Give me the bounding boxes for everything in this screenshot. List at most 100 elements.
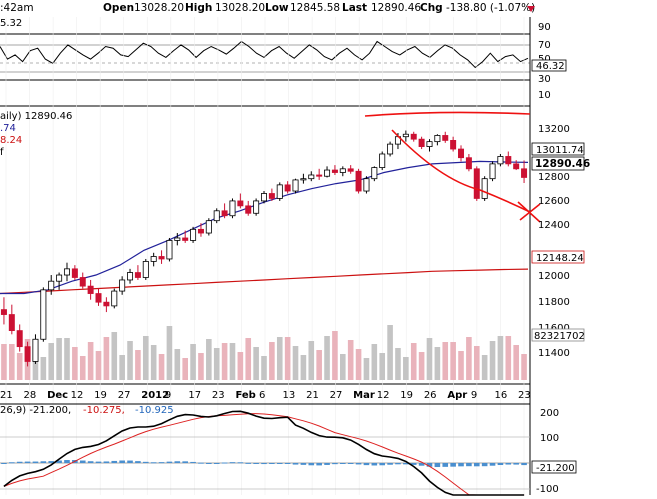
macd-hist-bar	[79, 460, 86, 463]
macd-tick: 200	[540, 408, 559, 419]
macd-hist-bar	[24, 461, 31, 463]
candle-body	[300, 178, 307, 181]
legend-ma50: .74	[0, 123, 16, 134]
legend-ma200: 8.24	[0, 135, 22, 146]
macd-tag-text: -21.200	[536, 463, 575, 474]
rsi-value-label: 5.32	[0, 18, 22, 29]
volume-tag-text: 82321702	[534, 331, 585, 342]
volume-bar	[434, 347, 441, 380]
candle-body	[363, 178, 370, 192]
volume-bar	[9, 344, 15, 380]
macd-tick: -100	[536, 484, 559, 495]
volume-bar	[458, 351, 464, 380]
last-value: 12890.46	[371, 2, 421, 14]
candle-body	[95, 293, 102, 303]
candle-body	[56, 274, 63, 282]
macd-hist-bar	[316, 463, 322, 466]
price-tick: 12000	[538, 271, 570, 282]
rsi-panel: 5.32 90 70 50 30 10 46.32	[0, 18, 567, 101]
candle-body	[497, 156, 504, 165]
price-legend: aily) 12890.46 .74 8.24 f	[0, 111, 72, 158]
high-value: 13028.20	[215, 2, 265, 14]
candle-body	[87, 285, 94, 294]
rsi-line	[0, 40, 529, 69]
volume-bar	[135, 350, 141, 380]
rsi-axis: 90 70 50 30 10	[538, 22, 551, 101]
candle-body	[268, 193, 275, 199]
macd-hist-bar	[16, 461, 23, 463]
price-tick: 11400	[538, 348, 570, 359]
macd-hist-bar	[40, 461, 47, 463]
volume-bar	[72, 347, 78, 380]
candle-body	[521, 168, 528, 178]
x-axis-label: Mar	[353, 390, 375, 401]
volume-bar	[316, 350, 322, 380]
candle-body	[237, 200, 244, 207]
candlesticks	[0, 130, 528, 367]
low-label: Low	[265, 2, 289, 14]
macd-hist-bar	[371, 463, 378, 466]
candle-body	[481, 178, 488, 199]
price-axis: 13200 12800 12600 12400 12000 11800 1160…	[538, 124, 570, 359]
macd-hist-bar	[95, 461, 102, 463]
macd-hist-bar	[221, 462, 228, 464]
x-axis-label: 9	[165, 390, 171, 401]
macd-hist-bar	[379, 463, 386, 466]
volume-bar	[221, 343, 228, 380]
price-tick: 12600	[538, 196, 570, 207]
chg-label: Chg	[420, 2, 443, 14]
volume-bar	[142, 336, 149, 380]
volume-bar	[16, 353, 23, 380]
candle-body	[182, 237, 189, 241]
macd-hist-bar	[450, 463, 456, 467]
macd-hist-bar	[284, 463, 291, 464]
macd-hist-bar	[206, 463, 212, 464]
quote-header: :42am Open 13028.20 High 13028.20 Low 12…	[0, 2, 535, 14]
price-tick: 12400	[538, 220, 570, 231]
open-label: Open	[103, 2, 134, 14]
high-label: High	[185, 2, 212, 14]
candle-body	[260, 193, 267, 202]
macd-hist-bar	[9, 462, 15, 464]
macd-histogram	[1, 460, 527, 468]
candle-body	[505, 156, 512, 165]
candle-body	[63, 268, 70, 276]
down-trend-annotation	[391, 129, 531, 213]
volume-bar	[363, 358, 370, 380]
ma200-tag	[531, 250, 585, 264]
price-tick: 13200	[538, 124, 570, 135]
rsi-tick: 90	[538, 22, 551, 33]
macd-hist-bar	[48, 461, 55, 463]
volume-bar	[355, 349, 362, 380]
candle-body	[410, 133, 417, 140]
x-axis-label: 12	[71, 390, 84, 401]
macd-hist-bar	[458, 463, 464, 467]
volume-bar	[119, 355, 125, 380]
volume-bar	[206, 339, 212, 380]
volume-bar	[292, 346, 299, 380]
x-axis-label: Dec	[47, 390, 68, 401]
volume-bar	[521, 354, 527, 380]
legend-volume: f	[0, 147, 4, 158]
volume-bar	[276, 337, 283, 380]
candle-body	[103, 301, 110, 307]
macd-hist-bar	[142, 461, 149, 463]
macd-hist-bar	[1, 463, 7, 464]
candle-body	[339, 168, 346, 173]
rsi-tick: 10	[538, 90, 551, 101]
volume-bar	[229, 343, 236, 380]
macd-hist-bar	[190, 461, 196, 463]
open-value: 13028.20	[134, 2, 184, 14]
macd-hist-bar	[513, 463, 519, 465]
x-axis-label: 23	[212, 390, 225, 401]
macd-hist-bar	[324, 463, 330, 465]
last-price-tag	[531, 156, 585, 171]
x-axis-label: 2012	[141, 390, 169, 401]
candle-body	[134, 272, 141, 278]
x-axis-label: 28	[24, 390, 37, 401]
volume-bar	[269, 342, 275, 380]
macd-hist-bar	[426, 463, 433, 467]
macd-hist-bar	[198, 462, 204, 464]
macd-hist-bar	[466, 463, 472, 467]
